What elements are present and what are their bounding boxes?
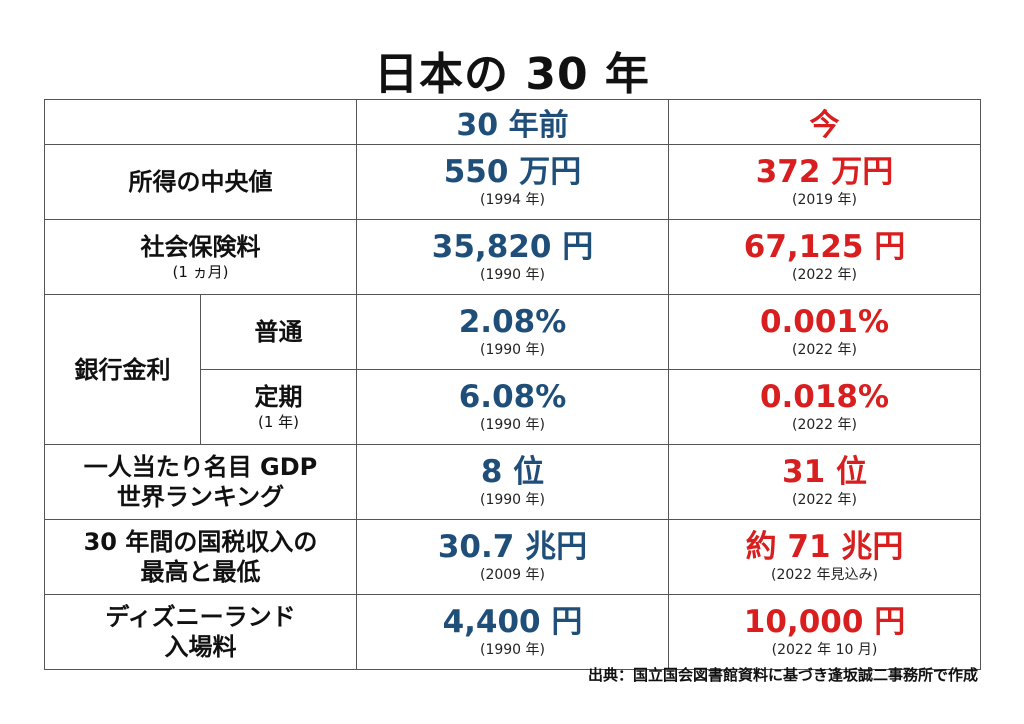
header-row: 30 年前 今 (44, 99, 981, 145)
bank-ordinary-old-year: (1990 年) (479, 342, 545, 358)
gdp-label-line2: 世界ランキング (116, 483, 285, 511)
tax-label-cell: 30 年間の国税収入の 最高と最低 (44, 519, 357, 595)
disney-now-value: 10,000 円 (743, 604, 906, 640)
disney-label-cell: ディズニーランド 入場料 (44, 594, 357, 670)
bank-fixed-now-value: 0.018% (759, 379, 890, 415)
gdp-now-value: 31 位 (782, 454, 867, 490)
bank-ordinary-label-cell: 普通 (200, 294, 357, 370)
header-old: 30 年前 (356, 99, 669, 145)
income-now-cell: 372 万円 (2019 年) (668, 144, 981, 220)
header-old-label: 30 年前 (456, 108, 569, 143)
bank-fixed-label-cell: 定期 (1 年) (200, 369, 357, 445)
bank-interest-label-cell: 銀行金利 (44, 294, 201, 445)
gdp-old-cell: 8 位 (1990 年) (356, 444, 669, 520)
tax-old-cell: 30.7 兆円 (2009 年) (356, 519, 669, 595)
social-insurance-old-value: 35,820 円 (431, 229, 594, 265)
bank-fixed-old-cell: 6.08% (1990 年) (356, 369, 669, 445)
row-bank-fixed: 定期 (1 年) 6.08% (1990 年) 0.018% (2022 年) (45, 369, 981, 445)
gdp-label-line1: 一人当たり名目 GDP (83, 453, 318, 481)
gdp-old-year: (1990 年) (479, 492, 545, 508)
header-now-label: 今 (809, 108, 840, 143)
source-note: 出典：国立国会図書館資料に基づき逢坂誠二事務所で作成 (587, 666, 978, 684)
disney-old-value: 4,400 円 (442, 604, 583, 640)
tax-old-value: 30.7 兆円 (437, 529, 588, 565)
bank-interest-label: 銀行金利 (74, 355, 171, 384)
income-old-cell: 550 万円 (1994 年) (356, 144, 669, 220)
row-social-insurance: 社会保険料 (1 ヵ月) 35,820 円 (1990 年) 67,125 円 … (44, 219, 981, 295)
tax-now-year: (2022 年見込み) (770, 567, 878, 583)
gdp-old-value: 8 位 (480, 454, 545, 490)
social-insurance-now-value: 67,125 円 (743, 229, 906, 265)
bank-ordinary-old-value: 2.08% (458, 304, 567, 340)
tax-label-line2: 最高と最低 (140, 558, 261, 586)
bank-ordinary-label: 普通 (254, 318, 303, 346)
tax-now-cell: 約 71 兆円 (2022 年見込み) (668, 519, 981, 595)
social-insurance-old-cell: 35,820 円 (1990 年) (356, 219, 669, 295)
tax-old-year: (2009 年) (479, 567, 545, 583)
row-disney: ディズニーランド 入場料 4,400 円 (1990 年) 10,000 円 (… (44, 594, 981, 670)
row-gdp: 一人当たり名目 GDP 世界ランキング 8 位 (1990 年) 31 位 (2… (44, 444, 981, 520)
gdp-label-cell: 一人当たり名目 GDP 世界ランキング (44, 444, 357, 520)
header-now: 今 (668, 99, 981, 145)
bank-ordinary-old-cell: 2.08% (1990 年) (356, 294, 669, 370)
row-bank-ordinary: 銀行金利 普通 2.08% (1990 年) 0.001% (2022 年) (44, 294, 981, 445)
disney-now-cell: 10,000 円 (2022 年 10 月) (668, 594, 981, 670)
tax-label-line1: 30 年間の国税収入の (83, 528, 318, 556)
social-insurance-now-cell: 67,125 円 (2022 年) (668, 219, 981, 295)
bank-fixed-sub: (1 年) (257, 413, 300, 431)
disney-old-cell: 4,400 円 (1990 年) (356, 594, 669, 670)
row-income: 所得の中央値 550 万円 (1994 年) 372 万円 (2019 年) (44, 144, 981, 220)
header-empty-cell (44, 99, 357, 145)
income-old-year: (1994 年) (479, 192, 545, 208)
social-insurance-sub: (1 ヵ月) (172, 263, 229, 281)
comparison-table: 30 年前 今 所得の中央値 550 万円 (1994 年) 372 万円 (2… (44, 99, 981, 670)
page-title: 日本の 30 年 (374, 49, 650, 100)
tax-now-value: 約 71 兆円 (745, 529, 904, 565)
income-now-value: 372 万円 (755, 154, 894, 190)
bank-ordinary-now-year: (2022 年) (791, 342, 857, 358)
income-old-value: 550 万円 (443, 154, 582, 190)
bank-fixed-old-year: (1990 年) (479, 417, 545, 433)
disney-label-line2: 入場料 (164, 633, 237, 661)
disney-now-year: (2022 年 10 月) (771, 642, 878, 658)
income-label-cell: 所得の中央値 (44, 144, 357, 220)
income-now-year: (2019 年) (791, 192, 857, 208)
bank-fixed-label: 定期 (254, 383, 303, 411)
social-insurance-label: 社会保険料 (140, 233, 261, 261)
gdp-now-year: (2022 年) (791, 492, 857, 508)
gdp-now-cell: 31 位 (2022 年) (668, 444, 981, 520)
income-label: 所得の中央値 (128, 168, 273, 196)
social-insurance-label-cell: 社会保険料 (1 ヵ月) (44, 219, 357, 295)
social-insurance-old-year: (1990 年) (479, 267, 545, 283)
bank-ordinary-now-cell: 0.001% (2022 年) (668, 294, 981, 370)
bank-fixed-now-cell: 0.018% (2022 年) (668, 369, 981, 445)
bank-ordinary-now-value: 0.001% (759, 304, 890, 340)
bank-fixed-old-value: 6.08% (458, 379, 567, 415)
disney-old-year: (1990 年) (479, 642, 545, 658)
social-insurance-now-year: (2022 年) (791, 267, 857, 283)
bank-fixed-now-year: (2022 年) (791, 417, 857, 433)
row-tax: 30 年間の国税収入の 最高と最低 30.7 兆円 (2009 年) 約 71 … (44, 519, 981, 595)
disney-label-line1: ディズニーランド (105, 603, 296, 631)
